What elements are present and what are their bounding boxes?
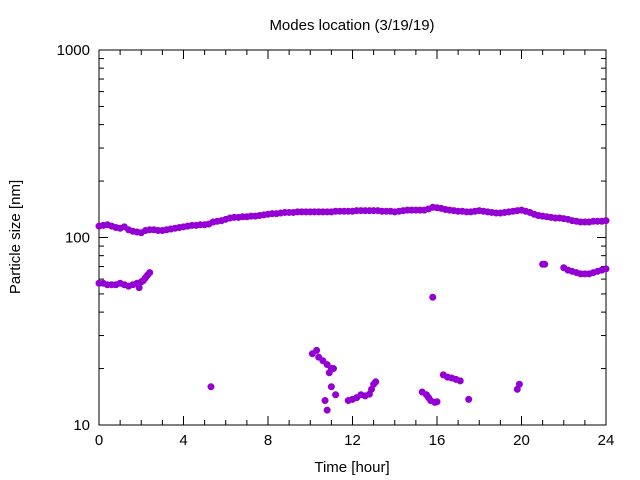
data-point (323, 406, 331, 414)
data-point (602, 265, 610, 273)
data-point (146, 269, 154, 277)
x-tick-label: 16 (429, 432, 446, 449)
data-point (602, 217, 610, 225)
plot-area: 0 4 8 12 16 20 24 10 100 1000 (57, 42, 615, 449)
x-tick-label: 20 (513, 432, 530, 449)
chart-title: Modes location (3/19/19) (269, 17, 434, 34)
data-point (313, 346, 321, 354)
y-tick-label: 100 (65, 230, 90, 247)
x-tick-label: 12 (344, 432, 361, 449)
data-point (372, 378, 380, 386)
data-point (465, 395, 473, 403)
x-tick-label: 8 (264, 432, 272, 449)
data-point (321, 397, 329, 405)
data-point (515, 380, 523, 388)
x-tick-label: 24 (598, 432, 615, 449)
data-point (323, 361, 331, 369)
x-tick-label: 4 (179, 432, 187, 449)
data-point (429, 293, 437, 301)
data-point (207, 383, 215, 391)
x-tick-label: 0 (95, 432, 103, 449)
data-point (329, 365, 337, 373)
data-point (541, 260, 549, 268)
data-point (327, 383, 335, 391)
data-point (135, 284, 143, 292)
data-point (332, 391, 340, 399)
y-tick-label: 1000 (57, 42, 90, 59)
data-point (456, 377, 464, 385)
y-axis-title: Particle size [nm] (7, 180, 24, 294)
y-tick-label: 10 (73, 417, 90, 434)
data-point (433, 398, 441, 406)
x-axis-title: Time [hour] (314, 459, 389, 476)
